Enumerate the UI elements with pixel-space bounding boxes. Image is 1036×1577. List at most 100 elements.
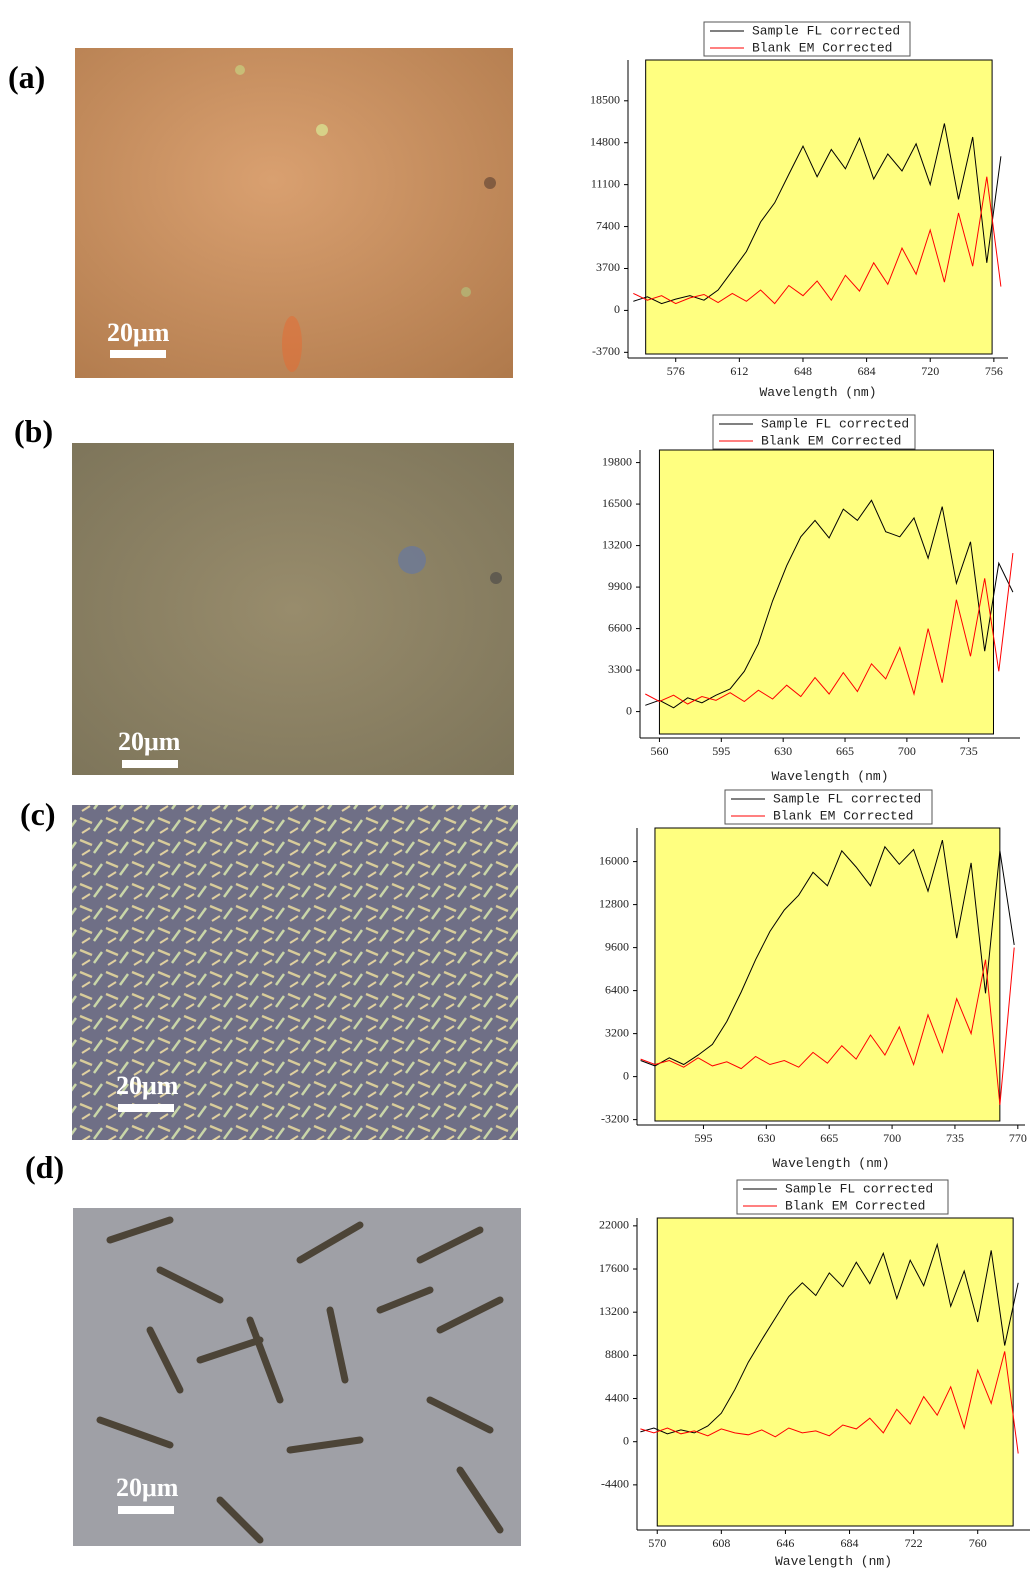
y-tick-label: 9900 <box>608 579 632 593</box>
legend-box <box>712 414 916 450</box>
x-tick-label: 630 <box>757 1131 775 1145</box>
legend-label: Blank EM Corrected <box>773 808 913 823</box>
y-tick-label: 22000 <box>599 1218 629 1232</box>
y-tick-label: 0 <box>623 1433 629 1447</box>
x-tick-label: 735 <box>960 744 978 758</box>
data-line <box>640 947 1015 1105</box>
x-tick-label: 665 <box>836 744 854 758</box>
legend-label: Blank EM Corrected <box>752 40 892 55</box>
x-tick-label: 700 <box>883 1131 901 1145</box>
panel-label: (c) <box>20 796 56 832</box>
scale-bar <box>118 1104 174 1112</box>
y-tick-label: 12800 <box>599 896 629 910</box>
shaded-region <box>654 827 1001 1122</box>
shaded-region <box>656 1217 1014 1527</box>
y-tick-label: -3700 <box>592 344 620 358</box>
micrograph-b <box>72 443 514 775</box>
y-tick-label: 3200 <box>605 1025 629 1039</box>
scale-bar-label: 20μm <box>116 1473 179 1502</box>
data-line <box>633 176 1002 305</box>
scale-bar <box>118 1506 174 1514</box>
data-line <box>640 839 1015 1067</box>
legend-box <box>736 1179 949 1215</box>
y-tick-label: 9600 <box>605 939 629 953</box>
x-tick-label: 665 <box>820 1131 838 1145</box>
scale-bar <box>110 350 166 358</box>
legend-label: Sample FL corrected <box>761 416 909 431</box>
x-tick-label: 612 <box>730 364 748 378</box>
y-tick-label: 4400 <box>605 1390 629 1404</box>
shaded-region <box>645 59 993 355</box>
x-tick-label: 595 <box>694 1131 712 1145</box>
panel-label: (b) <box>14 413 53 449</box>
y-tick-label: 16000 <box>599 853 629 867</box>
y-tick-label: 0 <box>626 703 632 717</box>
legend-label: Blank EM Corrected <box>761 433 901 448</box>
scale-bar-label: 20μm <box>118 727 181 756</box>
chart: 0 3300 6600 9900 13200 16500 19800 560 595 630 665… <box>602 414 1020 784</box>
y-tick-label: 17600 <box>599 1261 629 1275</box>
micrograph-c <box>72 805 518 1140</box>
x-tick-label: 770 <box>1009 1131 1027 1145</box>
x-axis-label: Wavelength (nm) <box>759 385 876 400</box>
x-tick-label: 700 <box>898 744 916 758</box>
legend-label: Sample FL corrected <box>785 1181 933 1196</box>
x-tick-label: 646 <box>776 1536 794 1550</box>
x-tick-label: 735 <box>946 1131 964 1145</box>
x-tick-label: 722 <box>905 1536 923 1550</box>
legend-box <box>724 789 933 825</box>
x-tick-label: 684 <box>841 1536 859 1550</box>
x-tick-label: 608 <box>712 1536 730 1550</box>
chart: -3200 0 3200 6400 9600 12800 16000 595 630 665 700… <box>599 789 1027 1171</box>
micrograph-a <box>75 48 513 378</box>
micrograph-d <box>73 1208 521 1546</box>
y-tick-label: 19800 <box>602 454 632 468</box>
chart: -3700 0 3700 7400 11100 14800 18500 576 612 648 68… <box>590 21 1008 400</box>
chart: -4400 0 4400 8800 13200 17600 22000 570 608 646 68… <box>599 1179 1030 1569</box>
x-tick-label: 595 <box>712 744 730 758</box>
scale-bar-label: 20μm <box>116 1071 179 1100</box>
y-tick-label: 16500 <box>602 496 632 510</box>
y-tick-label: 8800 <box>605 1347 629 1361</box>
y-tick-label: 6600 <box>608 620 632 634</box>
data-line <box>645 553 1014 705</box>
data-line <box>645 499 1014 709</box>
scale-bar <box>122 760 178 768</box>
x-tick-label: 576 <box>667 364 685 378</box>
y-tick-label: 18500 <box>590 93 620 107</box>
legend-label: Sample FL corrected <box>773 791 921 806</box>
legend-label: Blank EM Corrected <box>785 1198 925 1213</box>
data-line <box>640 1351 1019 1454</box>
y-tick-label: 13200 <box>599 1304 629 1318</box>
x-axis-label: Wavelength (nm) <box>772 1156 889 1171</box>
legend-box <box>703 21 911 57</box>
y-tick-label: 7400 <box>596 218 620 232</box>
x-tick-label: 570 <box>648 1536 666 1550</box>
legend-label: Sample FL corrected <box>752 23 900 38</box>
y-tick-label: -4400 <box>601 1477 629 1491</box>
x-tick-label: 630 <box>774 744 792 758</box>
y-tick-label: 11100 <box>591 176 620 190</box>
panel-label: (d) <box>25 1149 64 1185</box>
y-tick-label: 0 <box>614 302 620 316</box>
x-tick-label: 756 <box>985 364 1003 378</box>
y-tick-label: 14800 <box>590 134 620 148</box>
x-tick-label: 648 <box>794 364 812 378</box>
shaded-region <box>658 449 994 735</box>
x-tick-label: 560 <box>650 744 668 758</box>
y-tick-label: 0 <box>623 1068 629 1082</box>
x-axis-label: Wavelength (nm) <box>775 1554 892 1569</box>
x-tick-label: 684 <box>858 364 876 378</box>
y-tick-label: 3300 <box>608 662 632 676</box>
scale-bar-label: 20μm <box>107 318 170 347</box>
y-tick-label: 6400 <box>605 982 629 996</box>
x-axis-label: Wavelength (nm) <box>771 769 888 784</box>
x-tick-label: 720 <box>921 364 939 378</box>
x-tick-label: 760 <box>969 1536 987 1550</box>
panel-label: (a) <box>8 59 45 95</box>
y-tick-label: -3200 <box>601 1111 629 1125</box>
y-tick-label: 3700 <box>596 260 620 274</box>
y-tick-label: 13200 <box>602 537 632 551</box>
data-line <box>640 1242 1019 1435</box>
